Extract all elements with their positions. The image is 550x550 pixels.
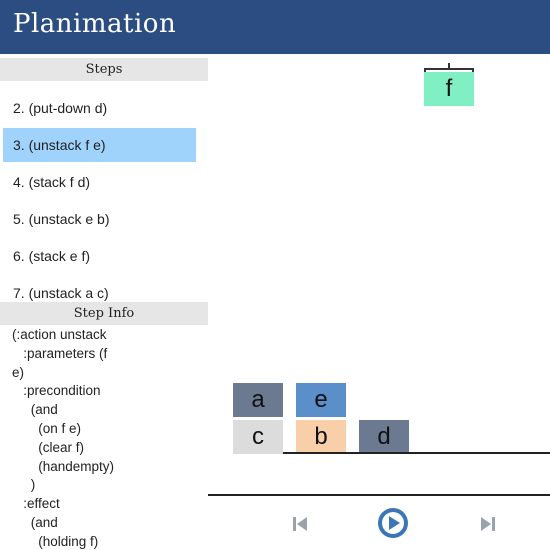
step-info-text: (:action unstack :parameters (f e) :prec… — [12, 327, 115, 549]
step-item-selected[interactable]: 3. (unstack f e) — [3, 128, 196, 162]
previous-icon[interactable] — [290, 514, 310, 534]
canvas-divider — [208, 494, 550, 496]
block-e: e — [296, 383, 346, 417]
step-item[interactable]: 7. (unstack a c) — [13, 285, 109, 301]
step-info-heading: Step Info — [0, 302, 208, 325]
app-header: Planimation — [0, 0, 550, 54]
block-d: d — [359, 420, 409, 454]
block-f: f — [424, 72, 474, 106]
step-item[interactable]: 5. (unstack e b) — [13, 211, 110, 227]
block-b: b — [296, 420, 346, 454]
table-surface — [283, 452, 550, 454]
animation-canvas: f a e c b d — [208, 55, 550, 550]
steps-heading: Steps — [0, 58, 208, 81]
app-title: Planimation — [13, 9, 177, 39]
left-panel: Steps 2. (put-down d) 3. (unstack f e) 4… — [0, 55, 208, 550]
block-c: c — [233, 420, 283, 454]
next-icon[interactable] — [478, 514, 498, 534]
step-item[interactable]: 2. (put-down d) — [13, 100, 108, 116]
step-item[interactable]: 4. (stack f d) — [13, 174, 91, 190]
play-icon[interactable] — [377, 507, 409, 539]
block-a: a — [233, 383, 283, 417]
step-item[interactable]: 6. (stack e f) — [13, 248, 91, 264]
